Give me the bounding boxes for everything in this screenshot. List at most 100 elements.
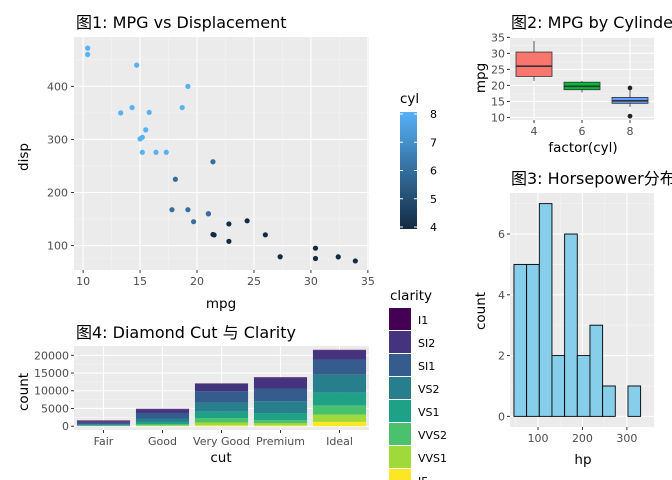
p1-ytick-label: 300 xyxy=(47,133,68,146)
p4-ytick-label: 15000 xyxy=(34,367,69,380)
p4-stacked-bar-segment xyxy=(135,409,190,413)
p1-point xyxy=(172,176,178,182)
p3-xtick-label: 100 xyxy=(528,432,549,445)
p4-xtick-label: Premium xyxy=(256,435,305,448)
p1-colorbar-label: 7 xyxy=(430,136,437,149)
p4-plot-area: 0 5000 10000 15000 20000 Fair Good Very Good Pre… xyxy=(34,346,369,448)
p1-point xyxy=(137,136,143,142)
p1-point xyxy=(312,245,319,251)
p3-histogram-bar xyxy=(513,263,528,417)
p4-stacked-bar-segment xyxy=(135,425,190,426)
p4-stacked-bar-segment xyxy=(135,421,190,425)
p1-panel-bg xyxy=(74,37,369,270)
p4-xtick-label: Good xyxy=(148,435,177,448)
p1-legend-title: cyl xyxy=(400,91,419,107)
p4-stacked-bar-segment xyxy=(312,414,367,422)
p1-point xyxy=(210,159,216,165)
p4-stacked-bar-segment xyxy=(135,424,190,426)
p1-point xyxy=(244,218,250,224)
p4-stacked-bar-segment xyxy=(312,350,367,360)
p4-stacked-bar-segment xyxy=(194,425,249,427)
p1-xtick-label: 15 xyxy=(133,275,147,288)
p3-histogram-bar xyxy=(551,355,566,417)
p1-colorbar xyxy=(400,112,417,229)
p4-clarity-legend: clarity I1 SI2 SI1 VS2 VS1 VVS2 VVS1 IF xyxy=(389,288,447,480)
p1-colorbar-label: 4 xyxy=(430,221,437,234)
p4-ytick-label: 0 xyxy=(62,420,69,433)
p4-stacked-bar-segment xyxy=(76,420,131,422)
p4-title: 图4: Diamond Cut 与 Clarity xyxy=(76,323,296,342)
p3-xtick-label: 200 xyxy=(572,432,593,445)
p4-xtick-label: Ideal xyxy=(326,435,353,448)
p3-ytick-label: 6 xyxy=(498,228,505,241)
p3-histogram-bar xyxy=(576,355,591,417)
p2-xtick-label: 6 xyxy=(579,125,586,138)
p4-ytick-label: 20000 xyxy=(34,349,69,362)
p1-point xyxy=(169,207,175,213)
p1-point xyxy=(277,254,283,260)
p4-legend-swatch xyxy=(389,469,411,480)
p1-title: 图1: MPG vs Displacement xyxy=(76,13,286,32)
p4-stacked-bar-segment xyxy=(253,378,308,389)
p4-legend-swatch xyxy=(389,331,411,353)
p1-xtick-label: 20 xyxy=(190,275,204,288)
p4-stacked-bar-segment xyxy=(312,392,367,406)
p4-stacked-bar-segment xyxy=(312,349,367,351)
p1-xlabel: mpg xyxy=(206,296,236,312)
p1-point xyxy=(139,149,145,155)
p4-legend-label: VS1 xyxy=(418,406,440,419)
p2-ytick-label: 30 xyxy=(491,47,505,60)
p4-stacked-bar-segment xyxy=(76,425,131,426)
p4-legend-swatch xyxy=(389,377,411,399)
p2-ylabel: mpg xyxy=(473,63,489,93)
p1-xtick-label: 30 xyxy=(304,275,318,288)
p4-legend-label: SI1 xyxy=(418,360,435,373)
p3-xtick-label: 300 xyxy=(616,432,637,445)
p4-stacked-bar-segment xyxy=(194,391,249,403)
p4-stacked-bar-segment xyxy=(253,377,308,379)
p1-point xyxy=(153,149,159,155)
p3-histogram-bar xyxy=(564,233,578,417)
p4-legend-swatch xyxy=(389,354,411,376)
p1-xtick-label: 35 xyxy=(361,275,375,288)
p4-stacked-bar-segment xyxy=(194,418,249,423)
p1-point xyxy=(352,258,358,264)
p2-plot-area: 10 15 20 25 30 35 4 6 8 xyxy=(491,31,654,138)
p1-colorbar-legend: cyl 4 5 6 7 8 xyxy=(400,91,437,234)
p4-legend-label: I1 xyxy=(418,314,428,327)
p1-point xyxy=(179,104,185,111)
p2-outlier-point xyxy=(627,113,633,119)
p1-ytick-label: 100 xyxy=(47,240,68,253)
p4-legend-title: clarity xyxy=(390,288,432,304)
p4-stacked-bar-segment xyxy=(194,411,249,419)
p4-legend-swatch xyxy=(389,423,411,445)
p4-xlabel: cut xyxy=(210,450,231,466)
p4-stacked-bar-segment xyxy=(76,421,131,423)
p3-ytick-label: 0 xyxy=(498,410,505,423)
p2-title: 图2: MPG by Cylinders xyxy=(511,13,672,32)
p3-histogram-bar xyxy=(602,385,616,417)
p1-colorbar-label: 8 xyxy=(430,108,437,121)
p4-legend-label: VVS1 xyxy=(418,452,447,465)
p4-stacked-bar-segment xyxy=(312,359,367,375)
p4-stacked-bar-segment xyxy=(253,401,308,414)
p1-ytick-label: 200 xyxy=(47,187,68,200)
p1-plot-area: 100 200 300 400 10 15 20 25 30 35 xyxy=(47,37,375,288)
p3-ytick-label: 2 xyxy=(498,350,505,363)
p4-ylabel: count xyxy=(16,373,32,411)
p4-xtick-label: Fair xyxy=(94,435,114,448)
p4-stacked-bar-segment xyxy=(312,421,367,427)
p4-legend-swatch xyxy=(389,400,411,422)
p2-box xyxy=(515,51,553,77)
p4-stacked-bar-segment xyxy=(76,424,131,426)
p1-point xyxy=(129,104,135,111)
p4-ytick-label: 5000 xyxy=(41,402,69,415)
p1-point xyxy=(85,51,91,58)
p1-point xyxy=(163,149,169,155)
p1-point xyxy=(262,232,268,238)
p2-xtick-label: 4 xyxy=(531,125,538,138)
p4-stacked-bar-segment xyxy=(253,425,308,427)
p3-plot-area: 0 2 4 6 100 200 300 xyxy=(498,193,654,445)
p3-histogram-bar xyxy=(526,263,540,417)
p4-stacked-bar-segment xyxy=(194,422,249,426)
